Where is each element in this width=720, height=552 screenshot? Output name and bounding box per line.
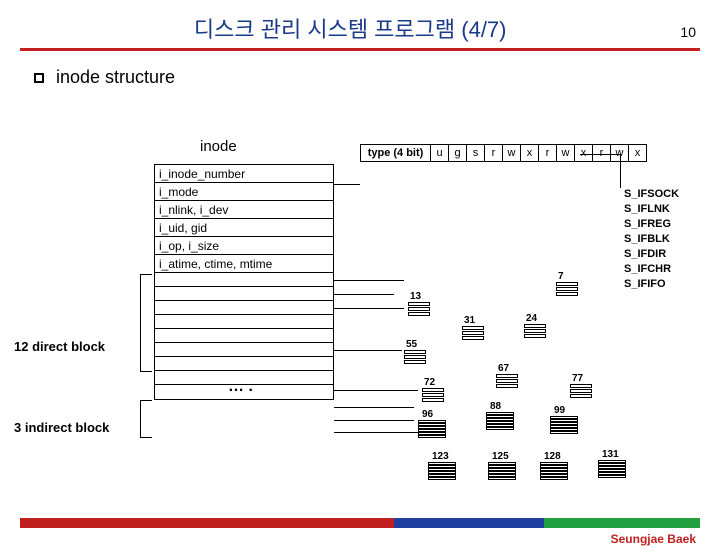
ellipsis: … . [228, 378, 253, 396]
block-number: 128 [544, 451, 561, 462]
inode-slot [155, 287, 333, 301]
perm-bit-cell: s [467, 145, 485, 162]
data-block: 13 [408, 302, 430, 317]
data-block: 7 [556, 282, 578, 297]
wire [580, 154, 620, 155]
data-block-group: 99 [550, 416, 578, 434]
block-number: 99 [554, 405, 565, 416]
data-block-group: 128 [540, 462, 568, 480]
perm-bit-cell: r [539, 145, 557, 162]
inode-slot [155, 301, 333, 315]
file-type-item: S_IFCHR [624, 262, 679, 277]
block-number: 123 [432, 451, 449, 462]
footer-bar-seg-3 [544, 518, 700, 528]
perm-bit-cell: r [593, 145, 611, 162]
data-block: 24 [524, 324, 546, 339]
block-number: 7 [558, 271, 564, 282]
footer-bar [20, 518, 700, 528]
title-bar: 디스크 관리 시스템 프로그램 (4/7) 10 [20, 12, 700, 51]
inode-box: i_inode_numberi_modei_nlink, i_devi_uid,… [154, 164, 334, 400]
direct-bracket [140, 274, 152, 372]
data-block: 55 [404, 350, 426, 365]
file-type-item: S_IFLNK [624, 202, 679, 217]
section-heading: inode structure [34, 67, 720, 88]
data-block: 77 [570, 384, 592, 399]
footer-bar-seg-2 [394, 518, 544, 528]
inode-field: i_op, i_size [155, 237, 333, 255]
wire [334, 294, 394, 295]
block-number: 24 [526, 313, 537, 324]
block-number: 96 [422, 409, 433, 420]
wire [620, 154, 621, 188]
inode-field: i_atime, ctime, mtime [155, 255, 333, 273]
indirect-bracket [140, 400, 152, 438]
wire [334, 350, 402, 351]
inode-slot [155, 273, 333, 287]
data-block-group: 131 [598, 460, 626, 478]
block-number: 13 [410, 291, 421, 302]
block-number: 67 [498, 363, 509, 374]
inode-slot [155, 357, 333, 371]
perm-bit-cell: r [485, 145, 503, 162]
inode-slot [155, 329, 333, 343]
file-type-item: S_IFDIR [624, 247, 679, 262]
wire [334, 432, 424, 433]
wire [334, 184, 360, 185]
footer-bar-seg-1 [20, 518, 394, 528]
file-type-item: S_IFSOCK [624, 187, 679, 202]
wire [334, 390, 418, 391]
direct-block-label: 12 direct block [14, 339, 105, 354]
inode-field: i_mode [155, 183, 333, 201]
block-number: 125 [492, 451, 509, 462]
block-number: 72 [424, 377, 435, 388]
wire [334, 308, 404, 309]
page-number: 10 [680, 24, 696, 40]
inode-slot [155, 315, 333, 329]
block-number: 131 [602, 449, 619, 460]
wire [334, 407, 414, 408]
perm-bit-cell: w [503, 145, 521, 162]
inode-field: i_uid, gid [155, 219, 333, 237]
perm-bit-cell: x [521, 145, 539, 162]
file-type-item: S_IFREG [624, 217, 679, 232]
inode-slot [155, 343, 333, 357]
wire [334, 280, 404, 281]
author-name: Seungjae Baek [611, 532, 696, 546]
perm-bit-cell: w [557, 145, 575, 162]
data-block-group: 96 [418, 420, 446, 438]
data-block-group: 123 [428, 462, 456, 480]
inode-field: i_nlink, i_dev [155, 201, 333, 219]
bullet-icon [34, 73, 44, 83]
file-type-item: S_IFIFO [624, 277, 679, 292]
file-types-list: S_IFSOCKS_IFLNKS_IFREGS_IFBLKS_IFDIRS_IF… [624, 187, 679, 292]
perm-bit-cell: g [449, 145, 467, 162]
data-block: 31 [462, 326, 484, 341]
file-type-item: S_IFBLK [624, 232, 679, 247]
indirect-block-label: 3 indirect block [14, 420, 109, 435]
data-block: 72 [422, 388, 444, 403]
block-number: 88 [490, 401, 501, 412]
data-block: 67 [496, 374, 518, 389]
type-bits-table: type (4 bit)ugsrwxrwxrwx [360, 144, 647, 162]
block-number: 77 [572, 373, 583, 384]
perm-bit-cell: x [575, 145, 593, 162]
wire [334, 420, 414, 421]
block-number: 55 [406, 339, 417, 350]
perm-bit-cell: u [431, 145, 449, 162]
block-number: 31 [464, 315, 475, 326]
data-block-group: 88 [486, 412, 514, 430]
data-block-group: 125 [488, 462, 516, 480]
inode-field: i_inode_number [155, 165, 333, 183]
perm-bit-cell: x [629, 145, 647, 162]
section-heading-text: inode structure [56, 67, 175, 88]
page-title: 디스크 관리 시스템 프로그램 (4/7) [20, 12, 680, 44]
inode-label: inode [200, 138, 237, 155]
type-label-cell: type (4 bit) [361, 145, 431, 162]
